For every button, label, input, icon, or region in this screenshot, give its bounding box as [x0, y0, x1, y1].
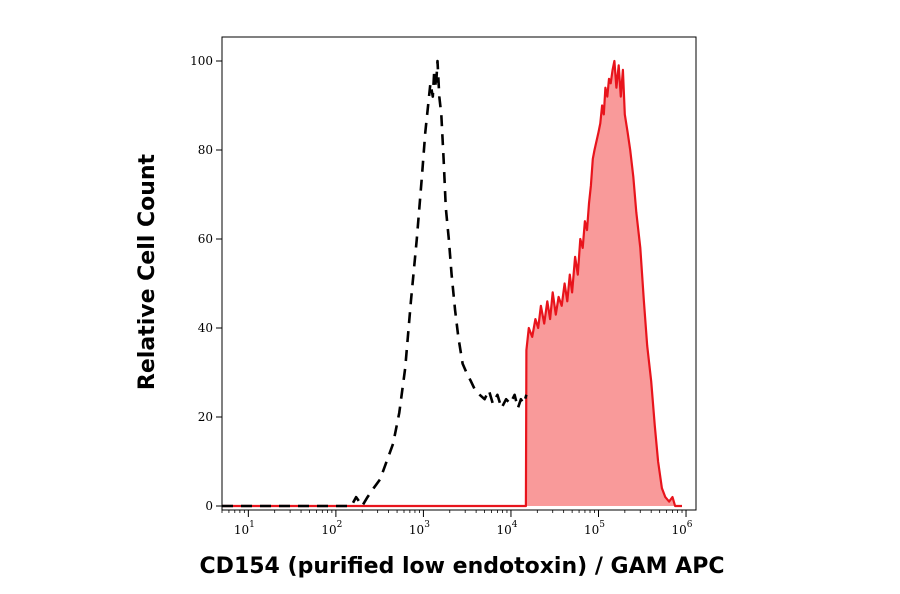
x-tick-label-5: 106: [672, 520, 693, 537]
y-tick-label-3: 60: [198, 232, 213, 246]
x-tick-label-3: 104: [496, 520, 517, 537]
series-1-line: [222, 59, 682, 508]
y-tick-label-4: 80: [198, 143, 213, 157]
x-axis-ticks: 101 102 103 104 105 106: [221, 510, 693, 537]
y-tick-label-5: 100: [190, 54, 213, 68]
y-tick-label-2: 40: [198, 321, 213, 335]
plot-frame: [221, 36, 697, 511]
x-tick-label-1: 102: [321, 520, 342, 537]
y-tick-label-0: 0: [205, 499, 213, 513]
y-axis-ticks: 0 20 40 60 80 100: [190, 54, 222, 513]
series-0-line: [222, 59, 528, 508]
plot-area: [222, 59, 682, 508]
series-1-fill: [222, 61, 682, 506]
x-axis-title: CD154 (purified low endotoxin) / GAM APC: [200, 554, 725, 579]
y-tick-label-1: 20: [198, 410, 213, 424]
x-tick-label-4: 105: [584, 520, 605, 537]
x-tick-label-2: 103: [409, 520, 430, 537]
y-axis-title: Relative Cell Count: [135, 153, 160, 390]
x-tick-label-0: 101: [234, 520, 255, 537]
